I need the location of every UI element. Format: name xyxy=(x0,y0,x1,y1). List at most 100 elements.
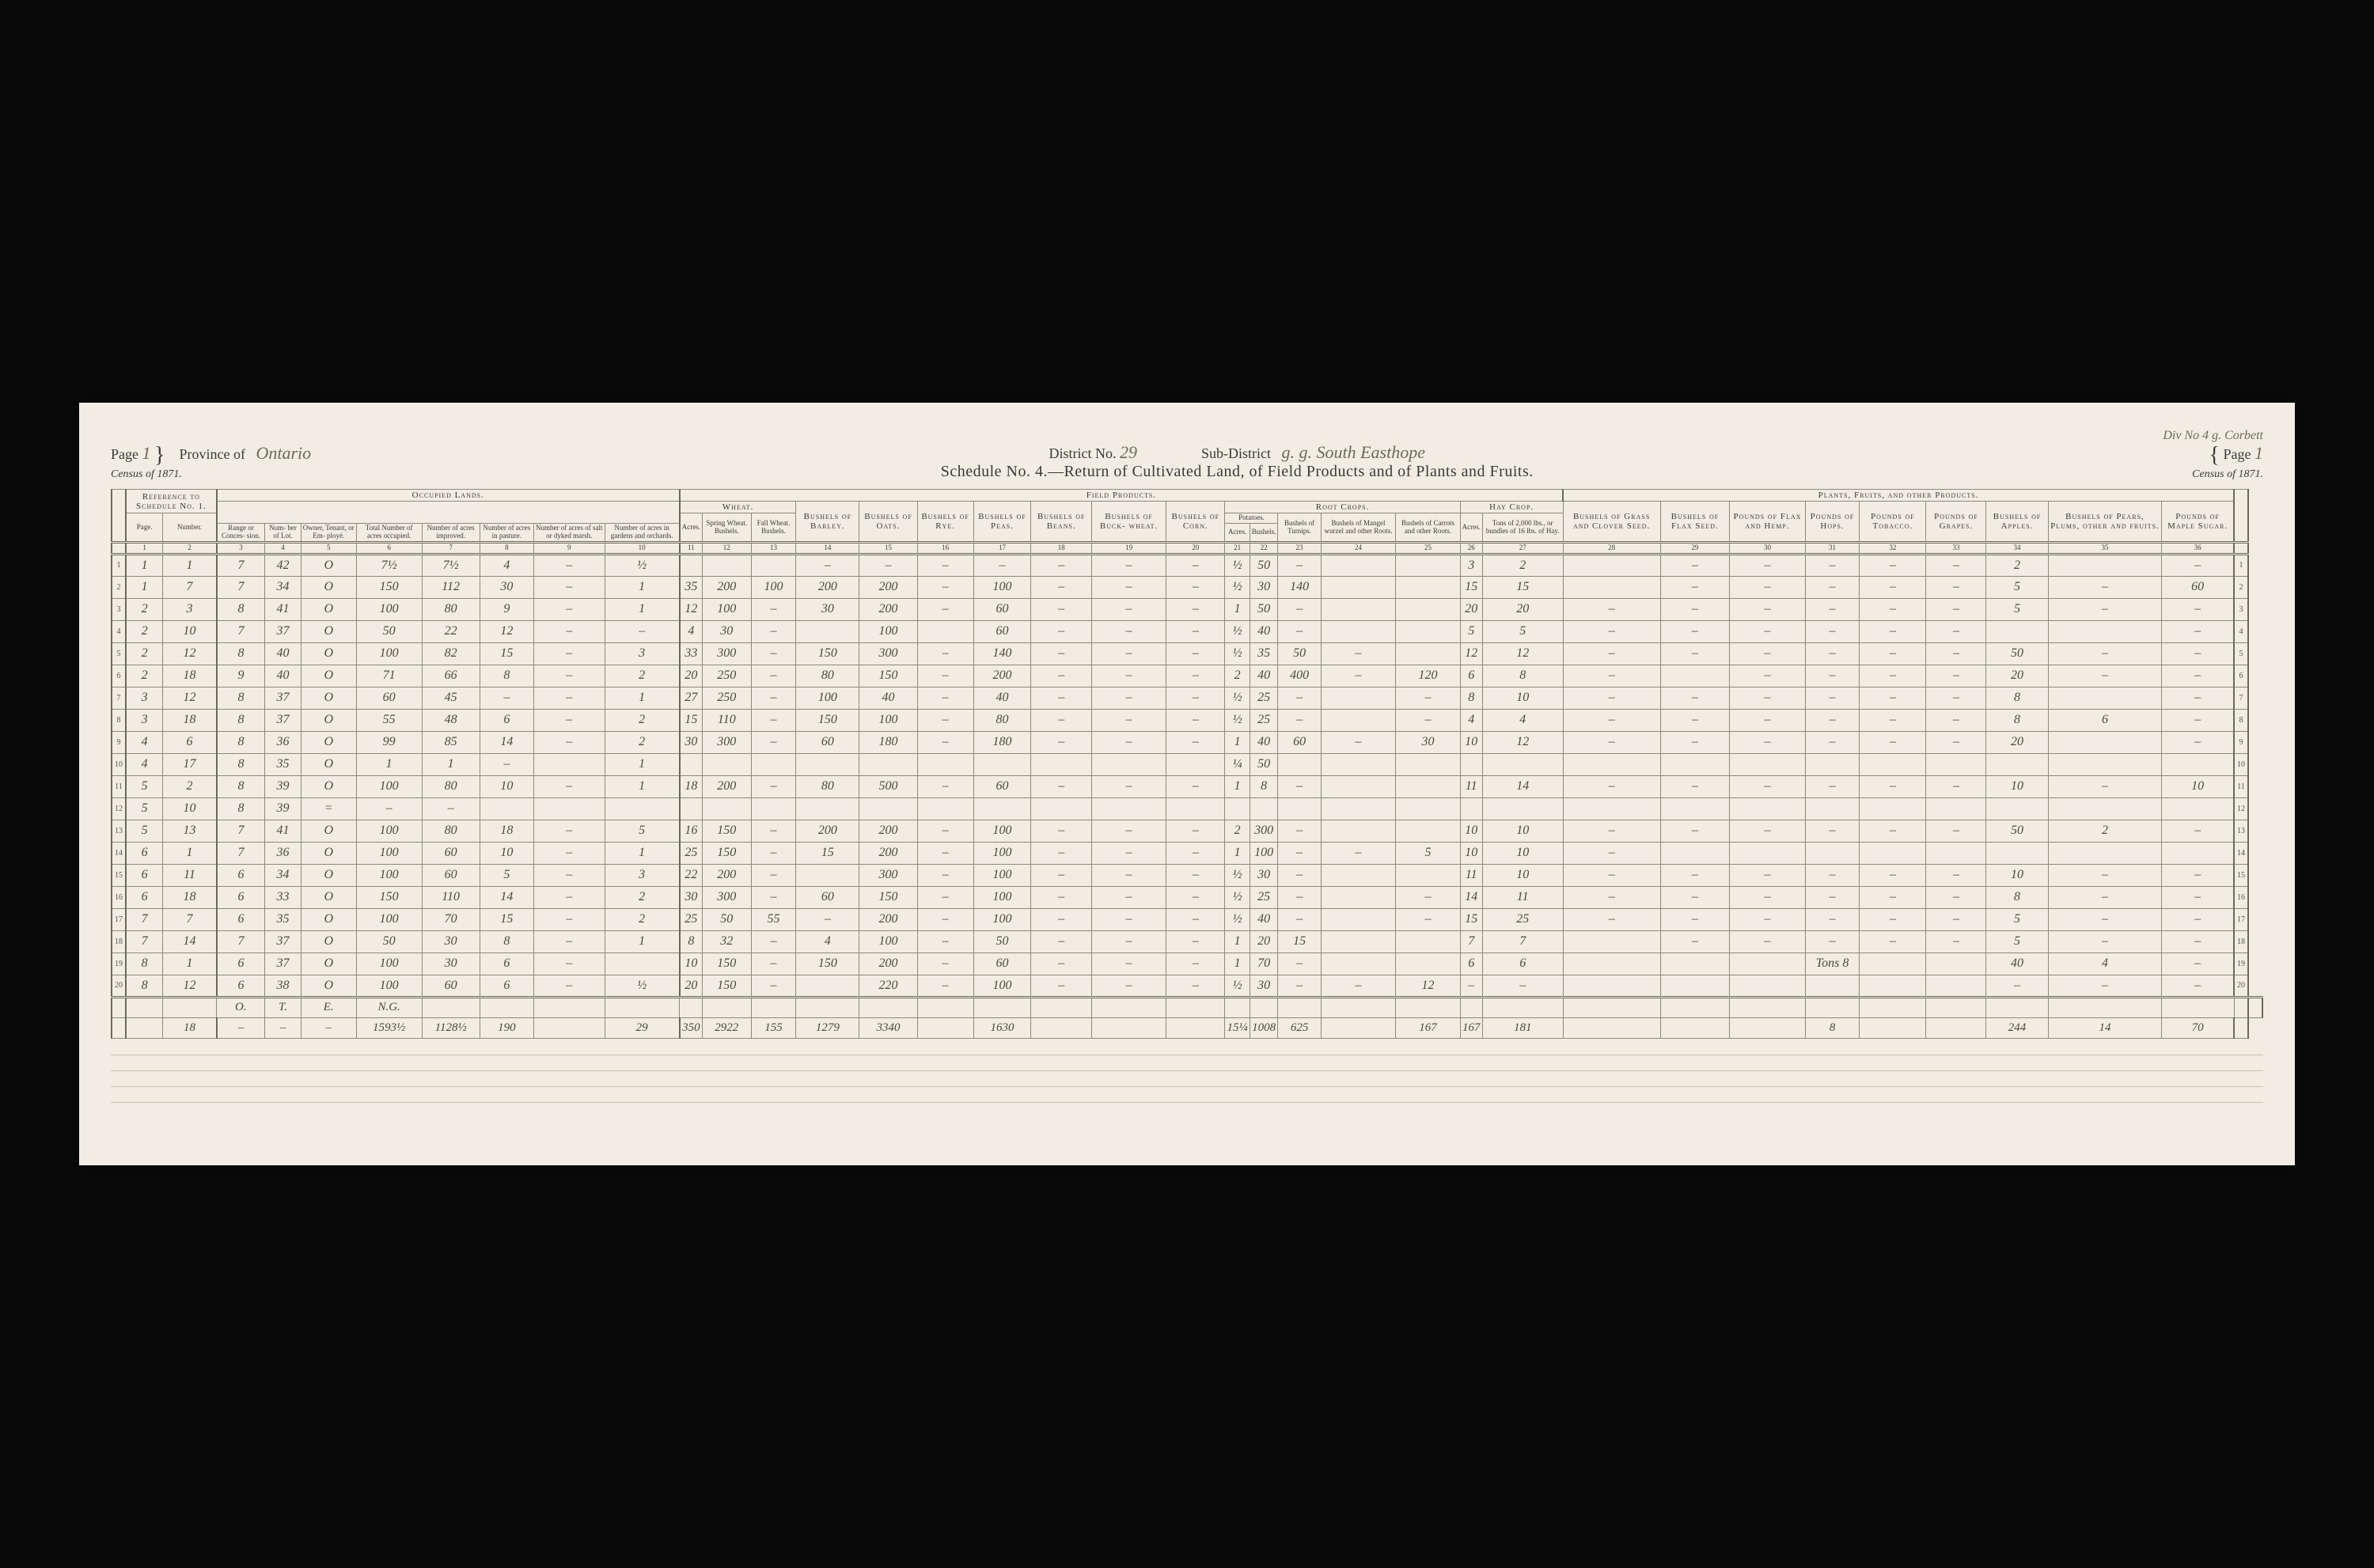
col-hdr: Pounds of Maple Sugar. xyxy=(2162,502,2234,543)
table-cell xyxy=(2162,797,2234,820)
table-cell: 12 xyxy=(163,642,217,665)
table-cell: – xyxy=(1860,620,1926,642)
table-cell: – xyxy=(1805,775,1860,797)
table-cell: 60 xyxy=(796,731,859,753)
table-row: 4210737O502212––430–10060–––½40–55––––––… xyxy=(112,620,2262,642)
table-cell xyxy=(1926,753,1986,775)
table-cell: – xyxy=(1926,775,1986,797)
table-cell xyxy=(1860,753,1926,775)
table-cell: – xyxy=(533,930,605,953)
table-cell: – xyxy=(1278,864,1321,886)
table-cell xyxy=(1166,753,1225,775)
table-cell: – xyxy=(533,731,605,753)
table-cell: ¼ xyxy=(1225,753,1250,775)
table-cell: 10 xyxy=(1482,864,1563,886)
table-cell: – xyxy=(2048,864,2162,886)
table-cell: 71 xyxy=(356,665,422,687)
table-cell: – xyxy=(2162,709,2234,731)
table-cell xyxy=(1321,576,1396,598)
table-cell: 5 xyxy=(126,775,163,797)
table-cell xyxy=(917,620,973,642)
table-cell: – xyxy=(1092,820,1166,842)
table-cell: – xyxy=(917,642,973,665)
table-cell: – xyxy=(480,687,533,709)
table-cell: ½ xyxy=(1225,687,1250,709)
table-cell: 20 xyxy=(1482,598,1563,620)
table-cell xyxy=(1250,797,1278,820)
table-cell xyxy=(1321,687,1396,709)
table-cell: 37 xyxy=(265,709,301,731)
table-row: 111742O7½7½4–½–––––––½50–32–––––2–1 xyxy=(112,554,2262,576)
census-page: Page 1 } Province of Ontario Census of 1… xyxy=(79,403,2295,1165)
table-cell: – xyxy=(1860,665,1926,687)
table-cell: – xyxy=(2048,642,2162,665)
table-cell xyxy=(2048,620,2162,642)
table-cell: – xyxy=(1166,576,1225,598)
table-cell xyxy=(1563,554,1660,576)
table-cell: 60 xyxy=(973,775,1031,797)
table-cell: ½ xyxy=(605,975,680,997)
table-cell: – xyxy=(1660,709,1730,731)
table-cell: – xyxy=(1730,775,1806,797)
table-cell: – xyxy=(1563,665,1660,687)
table-cell: – xyxy=(1660,908,1730,930)
table-cell: – xyxy=(1730,687,1806,709)
table-cell: – xyxy=(533,975,605,997)
table-cell: – xyxy=(1805,886,1860,908)
table-cell: 100 xyxy=(356,775,422,797)
table-cell: 41 xyxy=(265,598,301,620)
table-cell xyxy=(1563,930,1660,953)
table-cell: – xyxy=(973,554,1031,576)
table-cell: 40 xyxy=(973,687,1031,709)
table-cell xyxy=(1396,864,1460,886)
col-hdr: Num- ber of Lot. xyxy=(265,524,301,543)
table-cell: 4 xyxy=(480,554,533,576)
table-cell: 32 xyxy=(703,930,752,953)
col-number: 20 xyxy=(1166,542,1225,554)
table-cell: – xyxy=(2162,820,2234,842)
table-cell: 37 xyxy=(265,930,301,953)
col-hdr: Bushels of Oats. xyxy=(859,502,917,543)
table-cell: 5 xyxy=(126,820,163,842)
col-number: 11 xyxy=(680,542,703,554)
totals-cell xyxy=(533,1017,605,1038)
table-cell xyxy=(1660,953,1730,975)
table-cell: 8 xyxy=(1986,886,2048,908)
table-cell xyxy=(1396,620,1460,642)
table-cell xyxy=(1805,975,1860,997)
col-hdr: Tons of 2,000 lbs., or bundles of 16 lbs… xyxy=(1482,513,1563,543)
col-number: 17 xyxy=(973,542,1031,554)
table-cell xyxy=(2048,731,2162,753)
table-cell: 110 xyxy=(703,709,752,731)
table-cell: – xyxy=(1278,775,1321,797)
table-cell: – xyxy=(1860,908,1926,930)
table-cell: 30 xyxy=(422,930,480,953)
totals-cell xyxy=(1660,1017,1730,1038)
table-cell: 7 xyxy=(217,620,265,642)
table-cell: – xyxy=(533,554,605,576)
col-number: 32 xyxy=(1860,542,1926,554)
table-cell xyxy=(680,753,703,775)
table-cell: 2 xyxy=(605,665,680,687)
table-cell: 250 xyxy=(703,665,752,687)
hdr-wheat: Wheat. xyxy=(680,502,796,513)
table-cell: 7 xyxy=(126,930,163,953)
table-cell: – xyxy=(1926,554,1986,576)
table-cell: – xyxy=(1092,842,1166,864)
table-cell xyxy=(1031,797,1092,820)
table-cell: – xyxy=(1092,598,1166,620)
page-right-label: Page xyxy=(2224,446,2251,462)
table-cell xyxy=(1278,797,1321,820)
col-hdr: Bushels of Grass and Clover Seed. xyxy=(1563,502,1660,543)
table-cell: 10 xyxy=(1460,820,1482,842)
col-hdr: Bushels of Corn. xyxy=(1166,502,1225,543)
totals-label: E. xyxy=(301,997,356,1017)
table-cell: – xyxy=(1660,820,1730,842)
totals-cell xyxy=(917,1017,973,1038)
table-cell: – xyxy=(2048,908,2162,930)
table-cell: – xyxy=(533,576,605,598)
table-cell: 11 xyxy=(1460,775,1482,797)
table-cell: – xyxy=(1660,598,1730,620)
table-cell xyxy=(751,797,796,820)
table-cell: 8 xyxy=(217,709,265,731)
